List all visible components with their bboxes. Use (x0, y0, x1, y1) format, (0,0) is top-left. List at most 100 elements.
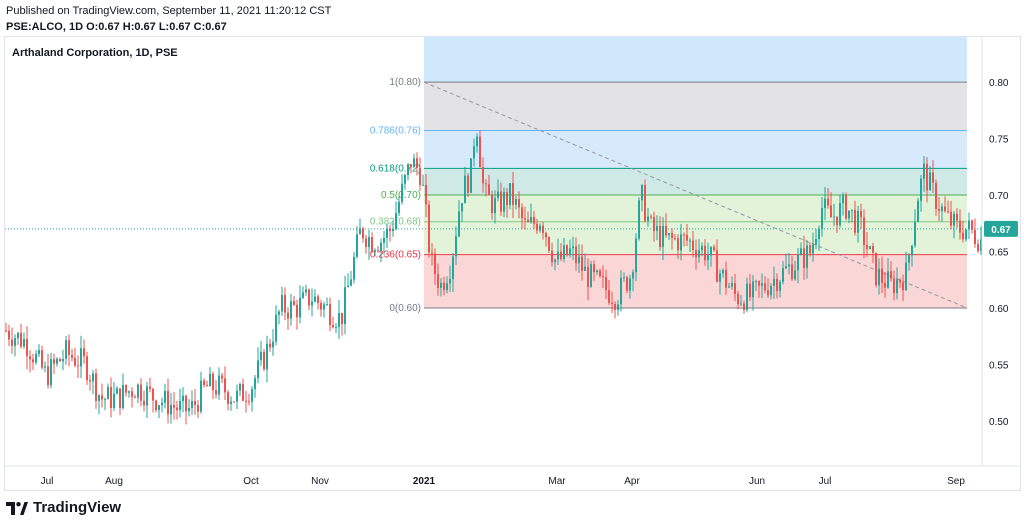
candle-body (617, 304, 619, 310)
candle-body (41, 350, 43, 368)
candle-body (224, 378, 226, 393)
candle-body (869, 246, 871, 250)
candle-body (578, 256, 580, 264)
candle-body (623, 277, 625, 279)
candle-body (92, 373, 94, 382)
candle-body (815, 239, 817, 245)
candle-body (821, 208, 823, 229)
candle-body (974, 229, 976, 245)
candle-body (233, 401, 235, 403)
candle-body (260, 351, 262, 361)
candle-body (413, 158, 415, 168)
candle-body (665, 225, 667, 236)
candle-body (725, 269, 727, 288)
candle-body (407, 164, 409, 176)
candle-body (470, 158, 472, 193)
candle-body (545, 233, 547, 238)
candle-body (548, 237, 550, 251)
candle-body (536, 223, 538, 231)
candle-body (662, 225, 664, 248)
candle-body (758, 281, 760, 286)
candle-body (245, 400, 247, 402)
candle-body (950, 211, 952, 226)
candle-body (851, 209, 853, 211)
candle-body (518, 198, 520, 208)
candle-body (110, 387, 112, 409)
candle-body (74, 357, 76, 366)
candle-body (878, 268, 880, 286)
candle-body (338, 312, 340, 328)
candle-body (146, 386, 148, 406)
candle-body (404, 175, 406, 184)
candle-body (806, 245, 808, 268)
candle-body (362, 228, 364, 239)
candle-body (776, 278, 778, 291)
candle-body (632, 272, 634, 279)
candle-body (26, 338, 28, 357)
candle-body (845, 195, 847, 219)
candle-body (584, 266, 586, 271)
candle-body (788, 264, 790, 267)
candle-body (392, 229, 394, 232)
candle-body (782, 268, 784, 282)
candle-body (107, 387, 109, 400)
candle-body (371, 237, 373, 252)
candle-body (530, 217, 532, 223)
fib-band (424, 130, 967, 169)
candle-body (653, 217, 655, 231)
candle-body (86, 356, 88, 381)
candle-body (200, 380, 202, 412)
candle-body (449, 279, 451, 284)
candle-body (149, 386, 151, 389)
candle-body (218, 375, 220, 395)
candle-body (215, 390, 217, 395)
candle-body (161, 402, 163, 406)
candle-body (353, 256, 355, 280)
candle-body (929, 172, 931, 191)
candle-body (752, 281, 754, 298)
candle-body (206, 384, 208, 387)
candle-body (671, 233, 673, 238)
candle-body (293, 301, 295, 305)
fib-level-label: 0.5(0.70) (381, 190, 421, 201)
candle-body (593, 264, 595, 273)
candle-body (197, 405, 199, 412)
candle-body (173, 405, 175, 408)
candle-body (590, 264, 592, 287)
candle-body (749, 283, 751, 298)
candle-body (368, 237, 370, 248)
candle-body (932, 172, 934, 183)
candle-body (278, 311, 280, 315)
candle-body (968, 220, 970, 230)
candle-body (761, 283, 763, 286)
candle-body (284, 294, 286, 313)
candle-body (428, 204, 430, 253)
y-tick-label: 0.60 (989, 304, 1009, 315)
candle-body (893, 278, 895, 294)
candle-body (812, 244, 814, 254)
candle-body (818, 228, 820, 240)
candle-body (803, 248, 805, 268)
candle-body (443, 282, 445, 291)
candle-body (512, 183, 514, 205)
candle-body (209, 374, 211, 387)
candle-body (521, 207, 523, 219)
candle-body (767, 290, 769, 296)
fibonacci-retracement[interactable]: 1(0.80) 0.786(0.76) 0.618(0.72) 0.5(0.70) 0.… (370, 37, 968, 314)
candle-body (572, 246, 574, 249)
candle-body (848, 210, 850, 219)
candle-body (533, 217, 535, 224)
candle-body (389, 228, 391, 232)
last-price-text: 0.67 (991, 225, 1011, 236)
candle-body (332, 325, 334, 328)
candle-body (917, 200, 919, 223)
x-tick-label: Mar (548, 476, 566, 487)
candle-body (452, 256, 454, 280)
candle-body (35, 353, 37, 363)
candle-body (542, 225, 544, 234)
candle-body (938, 208, 940, 212)
candle-body (299, 297, 301, 318)
candle-body (410, 164, 412, 168)
candle-body (677, 238, 679, 251)
